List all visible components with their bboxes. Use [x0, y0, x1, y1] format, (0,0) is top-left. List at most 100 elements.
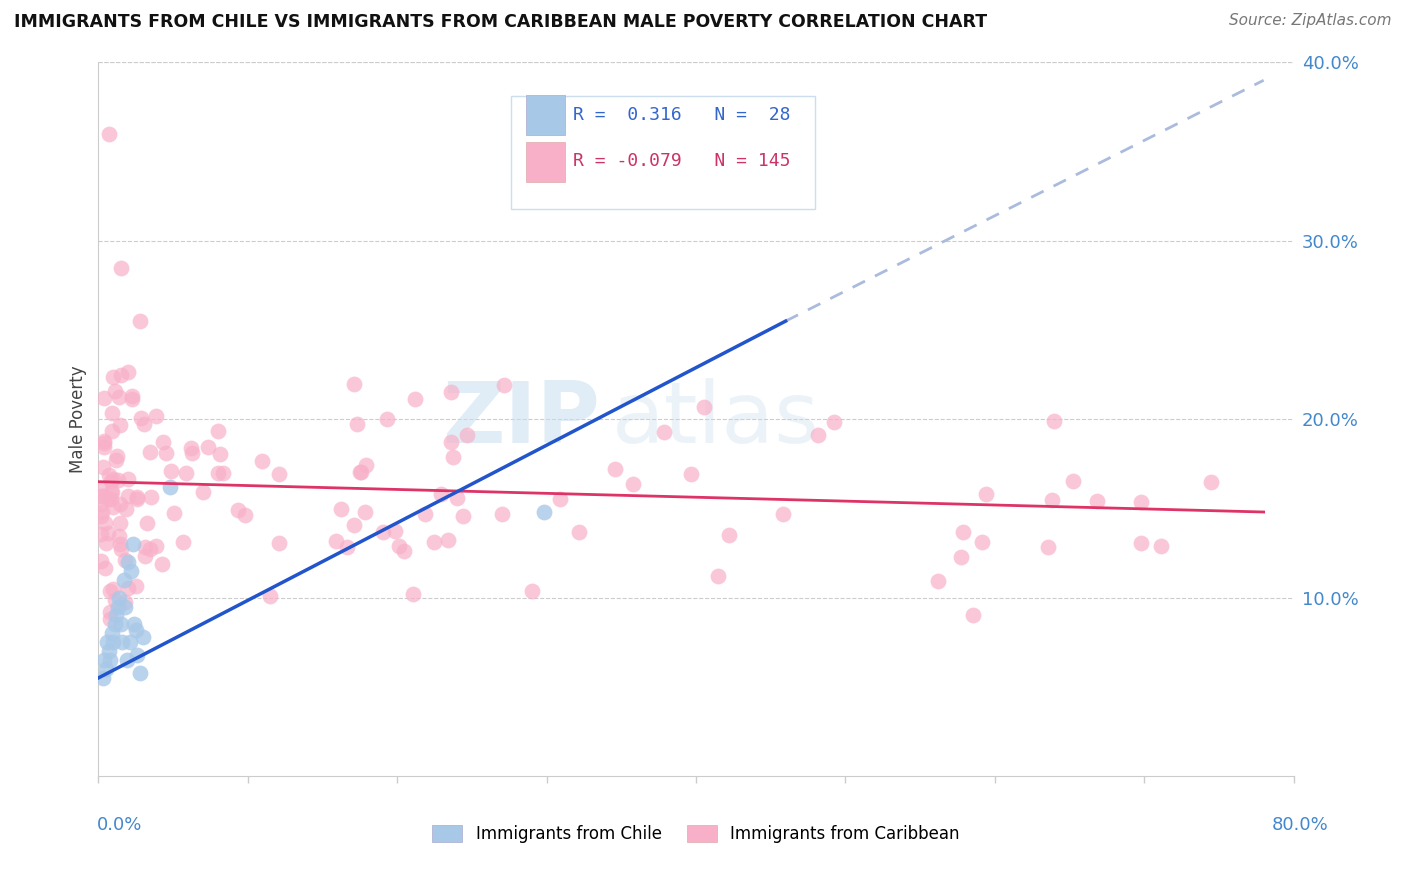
Point: [129, 314, 152, 328]
Point: [139, 490, 162, 504]
Point: [118, 635, 141, 649]
Point: [97, 492, 120, 507]
Point: [139, 542, 162, 557]
Point: [91, 489, 114, 503]
Point: [950, 550, 973, 565]
Point: [97, 526, 120, 541]
Point: [101, 405, 124, 419]
Point: [121, 537, 143, 551]
Point: [354, 505, 377, 519]
Point: [127, 648, 149, 662]
Point: [108, 529, 131, 543]
Point: [93, 391, 115, 405]
Point: [250, 454, 273, 468]
Point: [100, 485, 122, 500]
Text: atlas: atlas: [613, 377, 820, 461]
Point: [91, 459, 114, 474]
Point: [125, 623, 148, 637]
Point: [101, 472, 124, 486]
Text: R =  0.316   N =  28: R = 0.316 N = 28: [572, 105, 790, 123]
Point: [132, 630, 155, 644]
Point: [93, 434, 115, 448]
Point: [103, 582, 125, 596]
Point: [422, 535, 444, 549]
Point: [1062, 474, 1084, 488]
Point: [108, 591, 131, 605]
Point: [456, 428, 478, 442]
Point: [388, 539, 411, 553]
Point: [100, 491, 122, 506]
Point: [98, 584, 121, 599]
Text: 0.0%: 0.0%: [97, 816, 142, 834]
Point: [104, 384, 127, 399]
Point: [93, 440, 115, 454]
Point: [107, 474, 129, 488]
Point: [1038, 541, 1060, 555]
Point: [707, 568, 730, 582]
Point: [110, 541, 132, 556]
Point: [90, 526, 112, 541]
Point: [533, 505, 555, 519]
Point: [94, 561, 117, 575]
Point: [208, 447, 231, 461]
Point: [404, 392, 426, 407]
Point: [621, 477, 644, 491]
Point: [548, 492, 571, 507]
Point: [117, 581, 139, 595]
Point: [114, 599, 136, 614]
Point: [392, 543, 415, 558]
Point: [152, 434, 174, 449]
Text: IMMIGRANTS FROM CHILE VS IMMIGRANTS FROM CARIBBEAN MALE POVERTY CORRELATION CHAR: IMMIGRANTS FROM CHILE VS IMMIGRANTS FROM…: [14, 13, 987, 31]
Point: [90, 509, 112, 524]
Point: [1040, 492, 1063, 507]
Point: [568, 525, 591, 540]
FancyBboxPatch shape: [526, 142, 565, 182]
Point: [110, 368, 132, 383]
Point: [117, 490, 139, 504]
Point: [145, 409, 167, 423]
Point: [115, 653, 138, 667]
Point: [346, 417, 368, 431]
Point: [181, 446, 204, 460]
Point: [121, 388, 143, 402]
Point: [491, 507, 513, 521]
Point: [1149, 540, 1171, 554]
Point: [172, 535, 194, 549]
Point: [325, 533, 347, 548]
Point: [98, 605, 121, 619]
Point: [90, 554, 112, 568]
Point: [226, 502, 249, 516]
Point: [354, 458, 377, 472]
Point: [267, 467, 290, 482]
Point: [110, 260, 132, 275]
Point: [90, 497, 112, 511]
Point: [1130, 495, 1153, 509]
Point: [98, 653, 122, 667]
FancyBboxPatch shape: [510, 96, 815, 209]
FancyBboxPatch shape: [526, 95, 565, 136]
Point: [440, 435, 463, 450]
Point: [605, 462, 627, 476]
Point: [207, 466, 229, 480]
Point: [150, 558, 173, 572]
Point: [972, 535, 994, 549]
Point: [446, 491, 468, 505]
Point: [927, 574, 949, 589]
Point: [104, 617, 127, 632]
Point: [134, 540, 156, 554]
Point: [197, 440, 219, 454]
Text: ZIP: ZIP: [443, 377, 600, 461]
Point: [343, 376, 366, 391]
Point: [212, 466, 235, 480]
Point: [111, 635, 134, 649]
Point: [160, 464, 183, 478]
Point: [193, 485, 215, 500]
Point: [98, 468, 121, 483]
Point: [155, 446, 177, 460]
Point: [159, 480, 181, 494]
Point: [105, 449, 128, 463]
Point: [384, 524, 406, 539]
Point: [112, 573, 135, 587]
Point: [101, 369, 124, 384]
Point: [94, 662, 117, 676]
